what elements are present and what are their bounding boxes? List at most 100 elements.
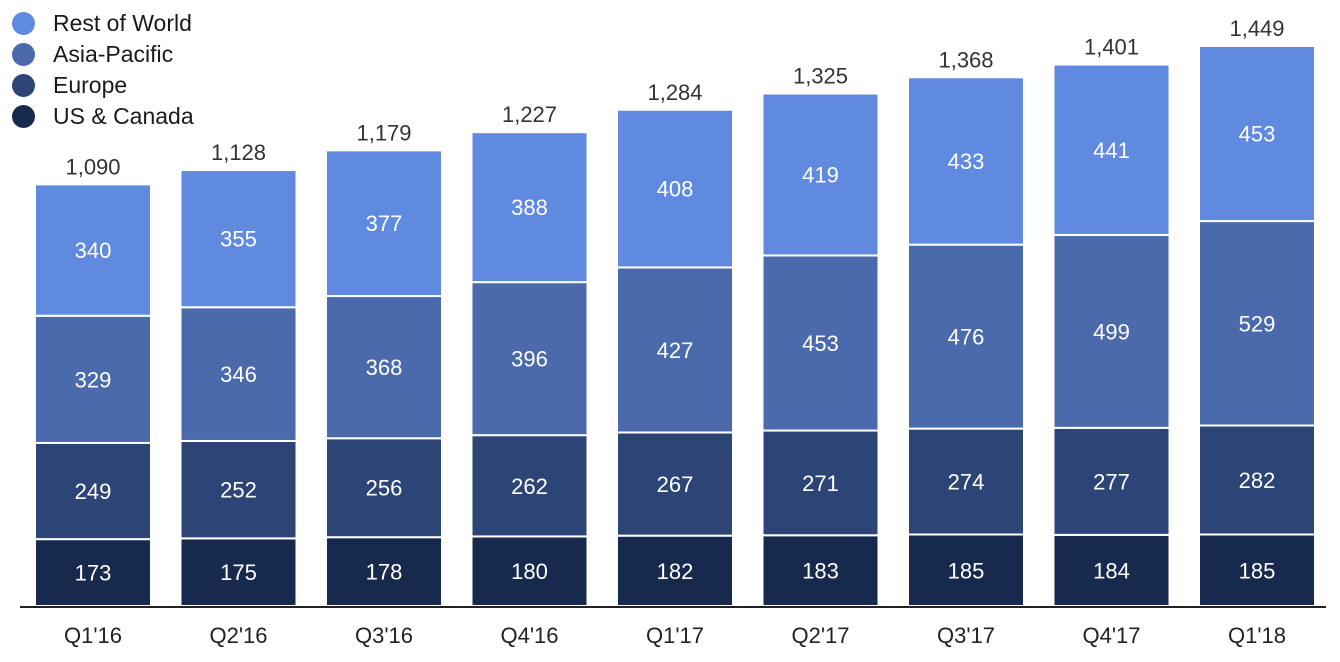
legend-swatch xyxy=(12,12,35,35)
data-label: 249 xyxy=(75,479,112,504)
bar-segment xyxy=(34,538,152,607)
bar-segment xyxy=(1052,426,1171,536)
legend-item: Rest of World xyxy=(12,8,194,39)
x-tick-label: Q3'16 xyxy=(355,623,413,648)
legend-swatch xyxy=(12,43,35,66)
x-tick-label: Q1'17 xyxy=(646,623,704,648)
bar-segment xyxy=(470,131,589,284)
total-label: 1,401 xyxy=(1084,35,1139,60)
data-label: 178 xyxy=(366,560,403,585)
data-label: 185 xyxy=(1239,558,1276,583)
bar-group: 184 277 499 441 1,401 Q4'17 xyxy=(1052,35,1171,648)
data-label: 277 xyxy=(1093,469,1130,494)
bar-segment xyxy=(907,76,1025,246)
bar-segment xyxy=(179,169,298,309)
data-label: 262 xyxy=(511,474,548,499)
data-label: 441 xyxy=(1093,138,1130,163)
data-label: 267 xyxy=(657,472,694,497)
bar-segment xyxy=(616,534,734,608)
bar-segment xyxy=(907,427,1025,536)
data-label: 274 xyxy=(948,470,985,495)
bar-segment xyxy=(1198,45,1316,223)
data-label: 453 xyxy=(802,331,839,356)
bar-segment xyxy=(34,183,152,317)
data-label: 476 xyxy=(948,325,985,350)
legend-label: US & Canada xyxy=(53,103,194,129)
bar-group: 178 256 368 377 1,179 Q3'16 xyxy=(325,120,443,648)
bar-segment xyxy=(761,534,880,608)
total-label: 1,090 xyxy=(65,154,120,179)
bar-segment xyxy=(616,108,734,269)
total-label: 1,179 xyxy=(356,120,411,145)
data-label: 185 xyxy=(948,558,985,583)
data-label: 408 xyxy=(657,177,694,202)
legend-item: US & Canada xyxy=(12,101,194,132)
bar-segment xyxy=(1198,220,1316,427)
data-label: 499 xyxy=(1093,319,1130,344)
data-label: 377 xyxy=(366,211,403,236)
bar-segment xyxy=(1052,533,1171,608)
legend-label: Europe xyxy=(53,72,128,98)
legend-label: Asia-Pacific xyxy=(53,41,174,67)
total-label: 1,128 xyxy=(211,140,266,165)
x-tick-label: Q1'16 xyxy=(64,623,122,648)
data-label: 388 xyxy=(511,195,548,220)
bar-segment xyxy=(325,295,443,440)
bar-segment xyxy=(1198,424,1316,536)
bar-segment xyxy=(616,266,734,434)
total-label: 1,449 xyxy=(1229,16,1284,41)
bar-group: 175 252 346 355 1,128 Q2'16 xyxy=(179,140,298,648)
bar-group: 180 262 396 388 1,227 Q4'16 xyxy=(470,102,589,648)
total-label: 1,227 xyxy=(502,102,557,127)
data-label: 396 xyxy=(511,347,548,372)
bar-segment xyxy=(179,439,298,540)
x-tick-label: Q1'18 xyxy=(1228,623,1286,648)
x-tick-label: Q2'17 xyxy=(791,623,849,648)
data-label: 252 xyxy=(220,478,257,503)
data-label: 184 xyxy=(1093,558,1130,583)
data-label: 282 xyxy=(1239,468,1276,493)
bar-segment xyxy=(325,149,443,298)
data-label: 256 xyxy=(366,476,403,501)
legend-item: Europe xyxy=(12,70,194,101)
bar-segment xyxy=(1052,63,1171,236)
bar-segment xyxy=(761,92,880,257)
bar-segment xyxy=(470,281,589,437)
bar-group: 182 267 427 408 1,284 Q1'17 xyxy=(616,80,734,648)
total-label: 1,284 xyxy=(647,80,702,105)
legend-item: Asia-Pacific xyxy=(12,39,194,70)
x-tick-label: Q2'16 xyxy=(209,623,267,648)
total-label: 1,368 xyxy=(938,47,993,72)
x-tick-label: Q3'17 xyxy=(937,623,995,648)
total-label: 1,325 xyxy=(793,64,848,89)
data-label: 271 xyxy=(802,471,839,496)
legend-label: Rest of World xyxy=(53,10,192,36)
data-label: 346 xyxy=(220,362,257,387)
bar-group: 185 282 529 453 1,449 Q1'18 xyxy=(1198,16,1316,648)
bar-group: 185 274 476 433 1,368 Q3'17 xyxy=(907,47,1025,648)
data-label: 173 xyxy=(75,561,112,586)
data-label: 340 xyxy=(75,238,112,263)
x-tick-label: Q4'17 xyxy=(1082,623,1140,648)
legend-swatch xyxy=(12,74,35,97)
data-label: 433 xyxy=(948,149,985,174)
data-label: 355 xyxy=(220,227,257,252)
bar-segment xyxy=(616,431,734,537)
bar-segment xyxy=(179,306,298,442)
data-label: 453 xyxy=(1239,122,1276,147)
data-label: 368 xyxy=(366,355,403,380)
data-label: 329 xyxy=(75,367,112,392)
data-label: 419 xyxy=(802,163,839,188)
bar-group: 183 271 453 419 1,325 Q2'17 xyxy=(761,64,880,648)
x-tick-label: Q4'16 xyxy=(500,623,558,648)
data-label: 180 xyxy=(511,559,548,584)
data-label: 183 xyxy=(802,559,839,584)
bar-segment xyxy=(325,437,443,539)
data-label: 182 xyxy=(657,559,694,584)
bar-segment xyxy=(34,441,152,541)
bar-segment xyxy=(761,254,880,432)
bar-group: 173 249 329 340 1,090 Q1'16 xyxy=(34,154,152,648)
data-label: 427 xyxy=(657,338,694,363)
bar-segment xyxy=(907,243,1025,430)
